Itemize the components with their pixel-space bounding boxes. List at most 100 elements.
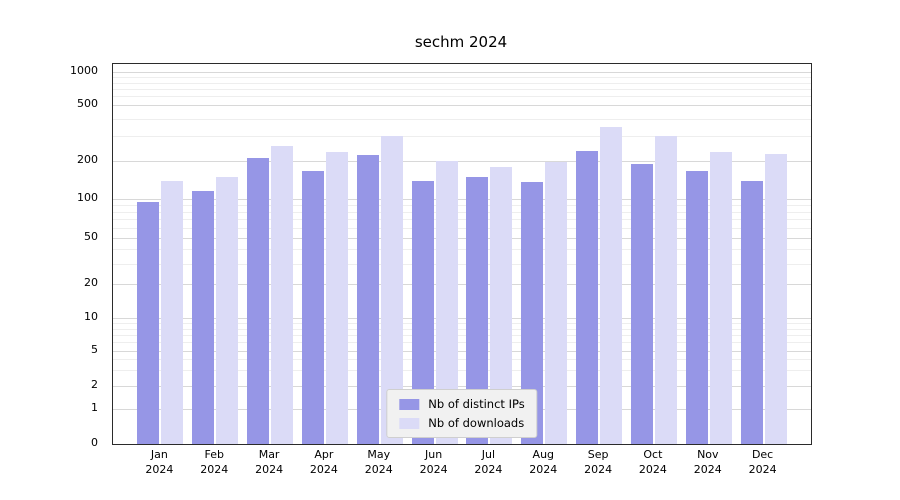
bar-aug-downloads: [545, 162, 568, 444]
gridline-minor: [113, 82, 811, 84]
bar-dec-distinct-ips: [740, 180, 763, 444]
bar-mar-distinct-ips: [247, 157, 270, 444]
bar-sep-distinct-ips: [576, 151, 599, 444]
bar-apr-distinct-ips: [301, 171, 324, 444]
bar-jul-downloads: [490, 166, 513, 444]
legend-item-downloads: Nb of downloads: [399, 416, 524, 430]
gridline-minor: [113, 342, 811, 344]
x-tick-year: 2024: [145, 463, 174, 476]
y-tick-label-100: 100: [77, 190, 98, 204]
gridline-minor: [113, 263, 811, 265]
x-tick-month: Aug: [532, 448, 555, 461]
bar-jun-downloads: [435, 160, 458, 444]
gridline-minor: [113, 77, 811, 78]
gridline-minor: [113, 96, 811, 98]
y-axis-labels: 1000 500 200 100 50 20 10 5 2 1 0: [0, 63, 104, 449]
gridline-minor: [113, 219, 811, 220]
x-tick-year: 2024: [255, 463, 284, 476]
bar-sep-downloads: [600, 126, 623, 444]
x-tick-month: Oct: [643, 448, 663, 461]
gridline-major: [113, 350, 811, 352]
gridline-minor: [113, 227, 811, 229]
gridline-major: [113, 198, 811, 200]
gridline-minor: [113, 89, 811, 90]
gridline-minor: [113, 211, 811, 213]
gridline-major: [113, 385, 811, 387]
x-tick-month: Nov: [697, 448, 719, 461]
x-tick-year: 2024: [584, 463, 613, 476]
bar-jan-downloads: [161, 180, 184, 444]
x-tick-label-mar: Mar 2024: [237, 447, 301, 477]
x-tick-month: Jul: [481, 448, 496, 461]
legend: Nb of distinct IPs Nb of downloads: [386, 389, 538, 438]
x-tick-year: 2024: [693, 463, 722, 476]
bar-oct-downloads: [654, 136, 677, 444]
x-tick-month: Jun: [425, 448, 443, 461]
gridline-minor: [113, 249, 811, 251]
x-tick-month: May: [367, 448, 391, 461]
bar-nov-downloads: [709, 152, 732, 444]
bar-nov-distinct-ips: [685, 171, 708, 444]
gridline-major: [113, 238, 811, 239]
gridline-minor: [113, 328, 811, 330]
x-tick-year: 2024: [309, 463, 338, 476]
gridline-minor: [113, 370, 811, 372]
gridline-major: [113, 72, 811, 73]
x-tick-month: Apr: [314, 448, 334, 461]
x-tick-month: Mar: [258, 448, 280, 461]
gridline-minor: [113, 322, 811, 324]
y-tick-label-1000: 1000: [70, 64, 98, 77]
y-tick-label-10: 10: [84, 309, 98, 323]
bar-may-downloads: [380, 136, 403, 444]
x-tick-label-jan: Jan 2024: [127, 447, 191, 477]
gridline-minor: [113, 118, 811, 120]
bar-jul-distinct-ips: [466, 176, 489, 444]
x-tick-label-may: May 2024: [347, 447, 411, 477]
bar-mar-downloads: [271, 146, 294, 444]
x-tick-label-oct: Oct 2024: [621, 447, 685, 477]
x-tick-year: 2024: [419, 463, 448, 476]
x-tick-year: 2024: [638, 463, 667, 476]
x-tick-label-nov: Nov 2024: [676, 447, 740, 477]
x-tick-month: Feb: [204, 448, 225, 461]
bar-dec-downloads: [764, 153, 787, 444]
x-tick-year: 2024: [200, 463, 229, 476]
gridline-major: [113, 105, 811, 106]
legend-label-downloads: Nb of downloads: [428, 416, 525, 430]
x-tick-year: 2024: [748, 463, 777, 476]
legend-swatch-distinct-ips: [399, 398, 420, 410]
x-tick-label-aug: Aug 2024: [511, 447, 575, 477]
bar-oct-distinct-ips: [630, 163, 653, 444]
gridline-minor: [113, 359, 811, 361]
gridline-major: [113, 317, 811, 319]
legend-label-distinct-ips: Nb of distinct IPs: [428, 397, 525, 411]
bar-apr-downloads: [325, 152, 348, 444]
y-tick-label-0: 0: [91, 436, 98, 449]
legend-item-distinct-ips: Nb of distinct IPs: [399, 397, 525, 411]
x-tick-year: 2024: [364, 463, 393, 476]
legend-swatch-downloads: [399, 417, 420, 429]
x-tick-month: Jan: [150, 448, 168, 461]
y-tick-label-1: 1: [91, 401, 98, 414]
y-tick-label-500: 500: [77, 97, 98, 110]
x-tick-month: Sep: [587, 448, 609, 461]
gridline-minor: [113, 334, 811, 336]
x-tick-label-jun: Jun 2024: [402, 447, 466, 477]
bar-jun-distinct-ips: [411, 180, 434, 444]
y-tick-label-2: 2: [91, 377, 98, 391]
plot-area: Nb of distinct IPs Nb of downloads: [112, 63, 812, 445]
bars-layer: [113, 64, 811, 444]
bar-aug-distinct-ips: [521, 182, 544, 444]
gridline-major: [113, 160, 811, 162]
y-tick-label-50: 50: [84, 230, 98, 243]
x-tick-label-apr: Apr 2024: [292, 447, 356, 477]
gridline-minor: [113, 204, 811, 206]
x-tick-label-dec: Dec 2024: [731, 447, 795, 477]
bar-feb-distinct-ips: [192, 191, 215, 444]
bar-may-distinct-ips: [356, 155, 379, 444]
y-tick-label-5: 5: [91, 342, 98, 356]
x-tick-month: Dec: [751, 448, 774, 461]
y-tick-label-200: 200: [77, 152, 98, 166]
bar-feb-downloads: [216, 176, 239, 444]
